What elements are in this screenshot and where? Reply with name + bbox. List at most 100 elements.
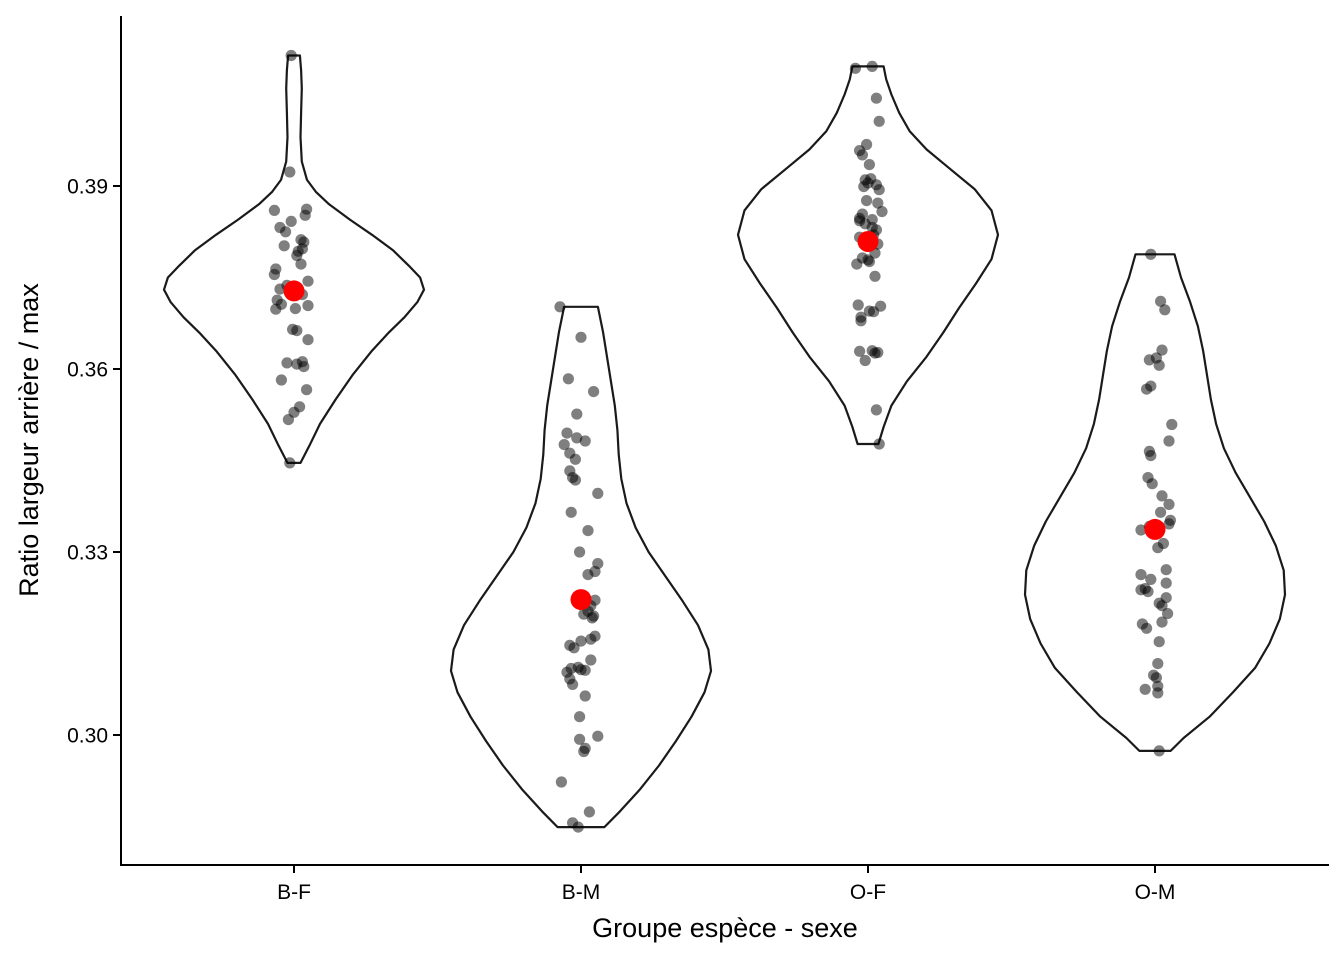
data-point-b-f [285,49,297,62]
data-point-b-f [299,209,311,221]
data-point-b-f [268,204,280,216]
data-point-b-m [579,690,591,702]
data-point-o-m [1162,608,1174,620]
x-tick-label: B-F [277,881,311,904]
axes-layer [120,16,1329,866]
data-point-o-f [873,184,885,196]
data-point-o-m [1150,672,1162,684]
points-layer [268,49,1178,833]
data-point-b-m [572,821,584,833]
data-point-o-m [1135,524,1147,536]
data-point-b-f [270,303,282,315]
data-point-b-f [282,414,294,426]
data-point-b-m [592,487,604,499]
x-tick-label: O-F [850,881,886,904]
x-tick-label: B-M [562,881,601,904]
violin-o-m [1023,253,1287,752]
data-point-b-f [281,357,293,369]
y-tick-label: 0.39 [67,176,108,199]
data-point-o-f [869,347,881,359]
data-point-b-f [280,226,292,238]
data-point-b-f [275,374,287,386]
data-point-b-m [561,427,573,439]
mean-marker-o-m [1144,518,1166,540]
data-point-o-m [1153,636,1165,648]
data-point-b-m [562,373,575,385]
data-point-b-f [302,300,314,312]
data-point-b-m [579,435,591,447]
data-point-o-m [1141,622,1153,634]
data-point-o-f [858,181,870,193]
mean-marker-o-f [857,231,879,252]
y-tick-label: 0.33 [67,542,108,565]
data-point-b-m [558,439,570,451]
data-point-b-m [585,654,597,666]
data-point-o-f [876,206,888,218]
data-point-o-m [1156,616,1168,628]
data-point-b-m [582,569,594,581]
data-point-o-f [855,315,867,327]
data-point-b-m [574,546,586,558]
data-point-o-m [1163,498,1175,510]
data-point-b-f [302,275,314,287]
y-tick-label: 0.30 [67,725,108,748]
data-point-b-m [571,408,583,420]
data-point-b-f [291,249,303,262]
data-point-b-f [274,283,286,295]
data-point-o-m [1163,435,1175,447]
data-point-o-f [873,115,885,127]
data-point-o-m [1142,586,1154,598]
data-point-b-m [578,745,590,758]
data-point-b-m [585,633,597,645]
data-point-o-f [849,62,862,74]
data-point-b-m [555,776,568,788]
data-point-o-m [1159,304,1171,316]
data-point-o-f [863,159,876,171]
data-point-o-f [852,299,864,311]
data-point-o-m [1156,490,1168,502]
data-point-b-m [567,678,579,691]
data-point-b-m [571,432,583,444]
data-point-o-m [1139,683,1151,695]
data-point-b-m [574,733,586,745]
data-point-o-m [1156,600,1168,612]
data-point-o-m [1156,344,1168,356]
y-tick-label: 0.36 [67,359,108,382]
data-point-o-f [868,306,880,318]
data-point-o-m [1135,569,1147,581]
data-point-o-m [1163,518,1175,530]
data-point-o-m [1160,577,1172,589]
data-point-o-f [870,404,883,416]
data-point-o-f [872,197,884,209]
data-point-o-f [873,438,885,450]
data-point-o-f [861,195,873,207]
data-point-b-m [574,711,586,723]
data-point-o-f [851,258,863,270]
y-axis-title: Ratio largeur arrière / max [14,283,44,597]
data-point-b-f [289,303,301,315]
data-point-b-m [575,331,587,343]
data-point-o-m [1152,658,1164,670]
data-point-o-m [1152,687,1164,699]
data-point-o-m [1166,418,1178,431]
data-point-o-f [866,60,878,72]
data-point-b-f [285,215,297,227]
data-point-o-m [1145,450,1157,462]
data-point-o-f [856,149,869,161]
data-point-b-m [565,506,577,518]
data-point-b-m [582,525,594,537]
data-point-b-m [568,642,580,654]
data-point-b-f [298,361,310,373]
data-point-b-f [295,258,307,270]
mean-marker-b-m [570,589,592,611]
data-point-b-m [588,386,600,398]
data-point-b-f [301,384,313,396]
x-tick-label: O-M [1135,881,1176,904]
data-point-o-m [1160,564,1172,576]
x-axis-title: Groupe espèce - sexe [592,913,858,943]
mean-marker-b-f [283,280,305,302]
data-point-o-m [1145,248,1157,260]
data-point-o-m [1145,573,1157,586]
data-point-b-m [569,474,582,486]
